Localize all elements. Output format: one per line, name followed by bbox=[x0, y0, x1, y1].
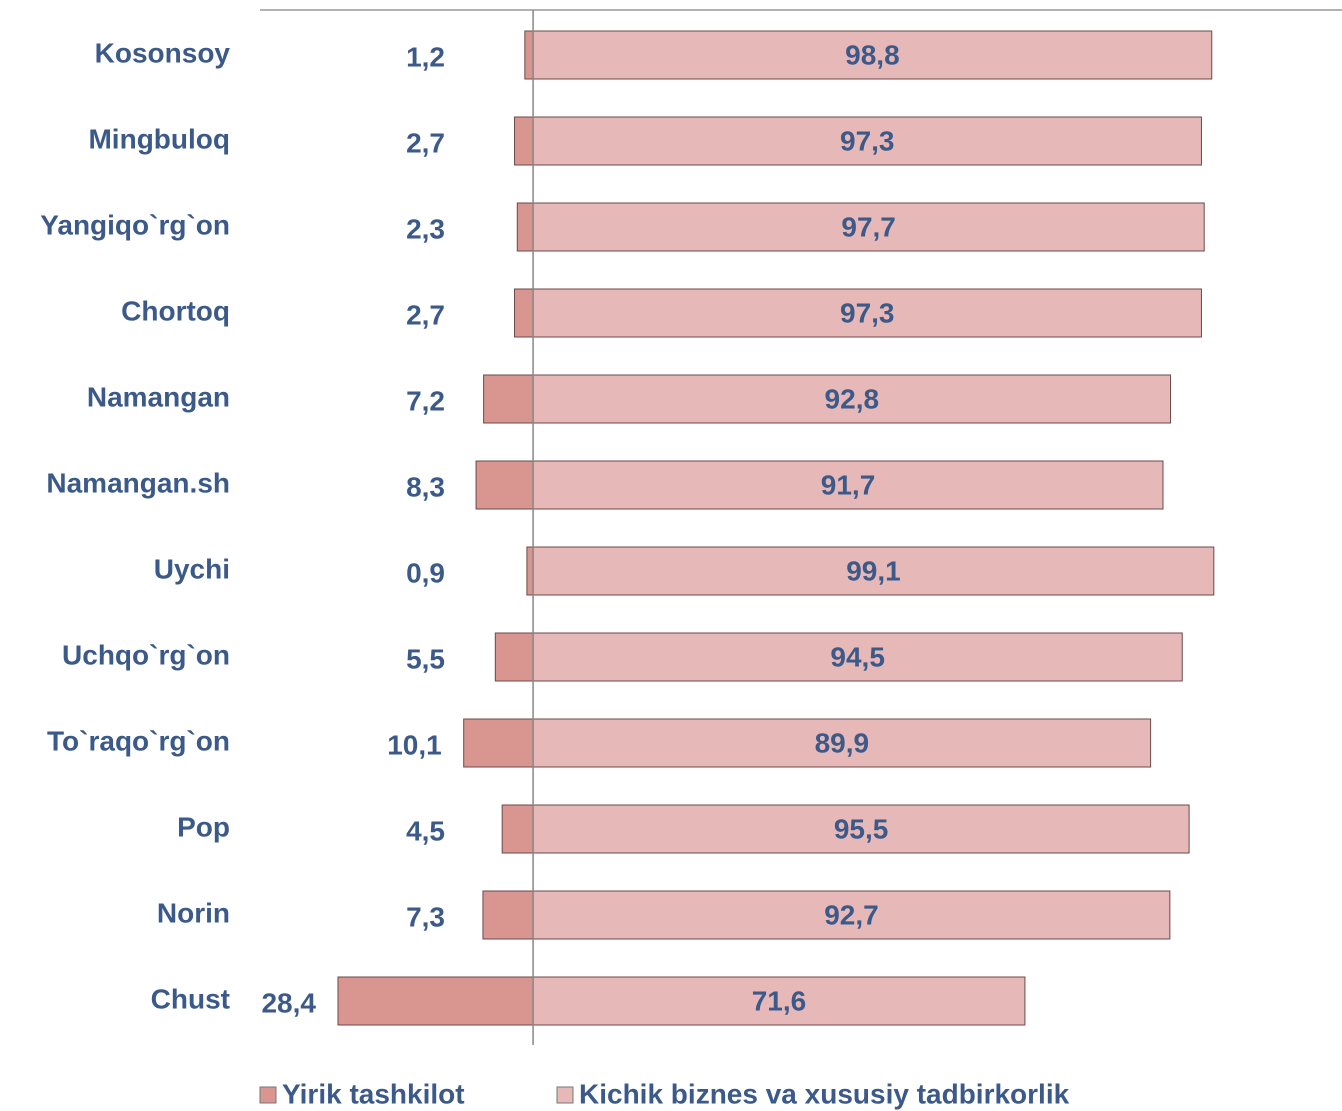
category-label: Pop bbox=[177, 811, 230, 842]
category-label: Uchqo`rg`on bbox=[62, 639, 230, 670]
bar bbox=[475, 460, 534, 510]
bar bbox=[532, 632, 1183, 682]
value-label: 97,3 bbox=[840, 125, 895, 156]
value-label: 0,9 bbox=[406, 557, 445, 588]
category-label: Kosonsoy bbox=[95, 37, 231, 68]
value-label: 97,7 bbox=[841, 211, 896, 242]
category-label: Namangan bbox=[87, 381, 230, 412]
category-label: Uychi bbox=[154, 553, 230, 584]
bar bbox=[514, 116, 534, 166]
bar bbox=[482, 890, 534, 940]
bar bbox=[337, 976, 534, 1026]
value-label: 8,3 bbox=[406, 471, 445, 502]
bar bbox=[463, 718, 534, 768]
value-label: 5,5 bbox=[406, 643, 445, 674]
bar bbox=[532, 202, 1205, 252]
value-label: 89,9 bbox=[815, 727, 870, 758]
value-label: 2,3 bbox=[406, 213, 445, 244]
value-label: 92,8 bbox=[825, 383, 880, 414]
bar bbox=[514, 288, 534, 338]
bar bbox=[501, 804, 534, 854]
category-label: Namangan.sh bbox=[46, 467, 230, 498]
bar bbox=[532, 976, 1026, 1026]
legend-swatch bbox=[556, 1086, 574, 1104]
bar bbox=[516, 202, 534, 252]
bar bbox=[494, 632, 534, 682]
category-label: To`raqo`rg`on bbox=[47, 725, 230, 756]
value-label: 97,3 bbox=[840, 297, 895, 328]
bar bbox=[532, 30, 1213, 80]
category-label: Chust bbox=[151, 983, 230, 1014]
bar bbox=[532, 546, 1215, 596]
category-label: Norin bbox=[157, 897, 230, 928]
bar bbox=[524, 30, 534, 80]
value-label: 1,2 bbox=[406, 41, 445, 72]
bar bbox=[532, 116, 1202, 166]
bar bbox=[532, 460, 1164, 510]
bar bbox=[532, 374, 1172, 424]
value-label: 98,8 bbox=[845, 39, 900, 70]
value-label: 71,6 bbox=[752, 985, 807, 1016]
value-label: 92,7 bbox=[824, 899, 879, 930]
value-label: 2,7 bbox=[406, 299, 445, 330]
value-label: 94,5 bbox=[830, 641, 885, 672]
legend-label: Kichik biznes va xususiy tadbirkorlik bbox=[579, 1078, 1070, 1109]
value-label: 28,4 bbox=[261, 987, 316, 1018]
value-label: 4,5 bbox=[406, 815, 445, 846]
value-label: 7,2 bbox=[406, 385, 445, 416]
value-label: 99,1 bbox=[846, 555, 901, 586]
bar bbox=[532, 804, 1190, 854]
category-label: Chortoq bbox=[121, 295, 230, 326]
value-label: 91,7 bbox=[821, 469, 876, 500]
legend-label: Yirik tashkilot bbox=[282, 1078, 465, 1109]
legend-swatch bbox=[259, 1086, 277, 1104]
category-label: Yangiqo`rg`on bbox=[40, 209, 230, 240]
value-label: 7,3 bbox=[406, 901, 445, 932]
bar bbox=[532, 288, 1202, 338]
value-label: 2,7 bbox=[406, 127, 445, 158]
bar bbox=[526, 546, 534, 596]
value-label: 95,5 bbox=[834, 813, 889, 844]
bar bbox=[483, 374, 534, 424]
category-label: Mingbuloq bbox=[88, 123, 230, 154]
value-label: 10,1 bbox=[387, 729, 442, 760]
bar bbox=[532, 890, 1171, 940]
